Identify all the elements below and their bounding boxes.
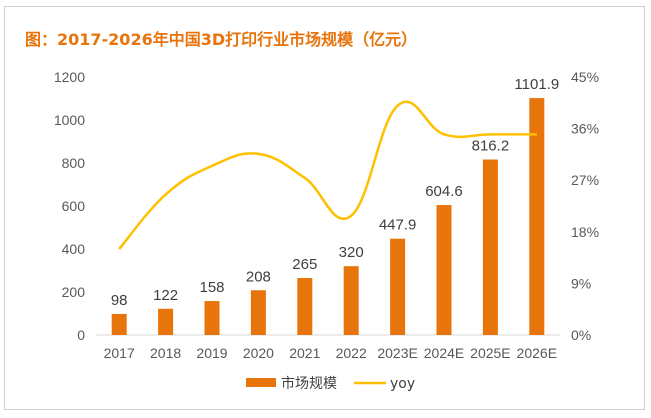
left-tick-label: 800 xyxy=(62,155,86,171)
bar-data-label: 1101.9 xyxy=(514,76,559,93)
bar-data-label: 98 xyxy=(111,292,128,309)
bar-data-label: 122 xyxy=(153,287,178,304)
x-tick-label: 2022 xyxy=(336,345,367,361)
left-tick-label: 1200 xyxy=(54,69,85,85)
bar xyxy=(158,308,174,335)
bar-data-label: 447.9 xyxy=(379,217,417,234)
x-tick-label: 2017 xyxy=(104,345,135,361)
right-axis-ticks: 0% 9% 18% 27% 36% 45% xyxy=(571,69,599,343)
left-axis-ticks: 0 200 400 600 800 1000 1200 xyxy=(54,69,85,343)
bar xyxy=(250,290,266,335)
bar-data-label: 604.6 xyxy=(425,183,463,200)
right-tick-label: 0% xyxy=(571,327,591,343)
x-tick-label: 2020 xyxy=(243,345,274,361)
bar xyxy=(297,278,313,335)
bar-data-label: 816.2 xyxy=(472,138,510,155)
bar xyxy=(482,159,498,335)
chart-title: 图：2017-2026年中国3D打印行业市场规模（亿元） xyxy=(25,30,418,49)
x-tick-label: 2019 xyxy=(196,345,227,361)
legend-label-line: yoy xyxy=(390,376,415,392)
x-tick-label: 2023E xyxy=(377,345,417,361)
bar xyxy=(111,313,127,335)
left-tick-label: 0 xyxy=(77,327,85,343)
bar-data-label: 320 xyxy=(339,244,364,261)
right-tick-label: 9% xyxy=(571,275,591,291)
bar xyxy=(529,98,545,336)
legend-swatch-bar xyxy=(246,378,276,387)
legend-label-bar: 市场规模 xyxy=(281,375,337,392)
bar-data-label: 158 xyxy=(199,279,224,296)
left-tick-label: 1000 xyxy=(54,112,85,128)
right-tick-label: 36% xyxy=(571,121,599,137)
bar-data-label: 208 xyxy=(246,268,271,285)
yoy-line xyxy=(118,100,537,250)
left-tick-label: 600 xyxy=(62,198,86,214)
bar xyxy=(343,266,359,335)
legend: 市场规模 yoy xyxy=(246,375,415,392)
right-tick-label: 45% xyxy=(571,69,599,85)
right-tick-label: 27% xyxy=(571,172,599,188)
x-tick-label: 2025E xyxy=(470,345,510,361)
x-tick-label: 2026E xyxy=(517,345,557,361)
left-tick-label: 200 xyxy=(62,284,86,300)
x-axis-ticks: 2017 2018 2019 2020 2021 2022 2023E 2024E 2025E 2… xyxy=(104,345,557,361)
x-tick-label: 2024E xyxy=(424,345,464,361)
x-tick-label: 2018 xyxy=(150,345,181,361)
bar xyxy=(204,301,220,335)
bar-data-labels: 98 122 158 208 265 320 447.9 604.6 816.2 1101.9 xyxy=(111,76,559,309)
bar xyxy=(390,238,406,335)
bar-series xyxy=(111,98,545,336)
left-tick-label: 400 xyxy=(62,241,86,257)
bar xyxy=(436,205,452,335)
right-tick-label: 18% xyxy=(571,224,599,240)
bar-data-label: 265 xyxy=(292,256,317,273)
x-tick-label: 2021 xyxy=(289,345,320,361)
